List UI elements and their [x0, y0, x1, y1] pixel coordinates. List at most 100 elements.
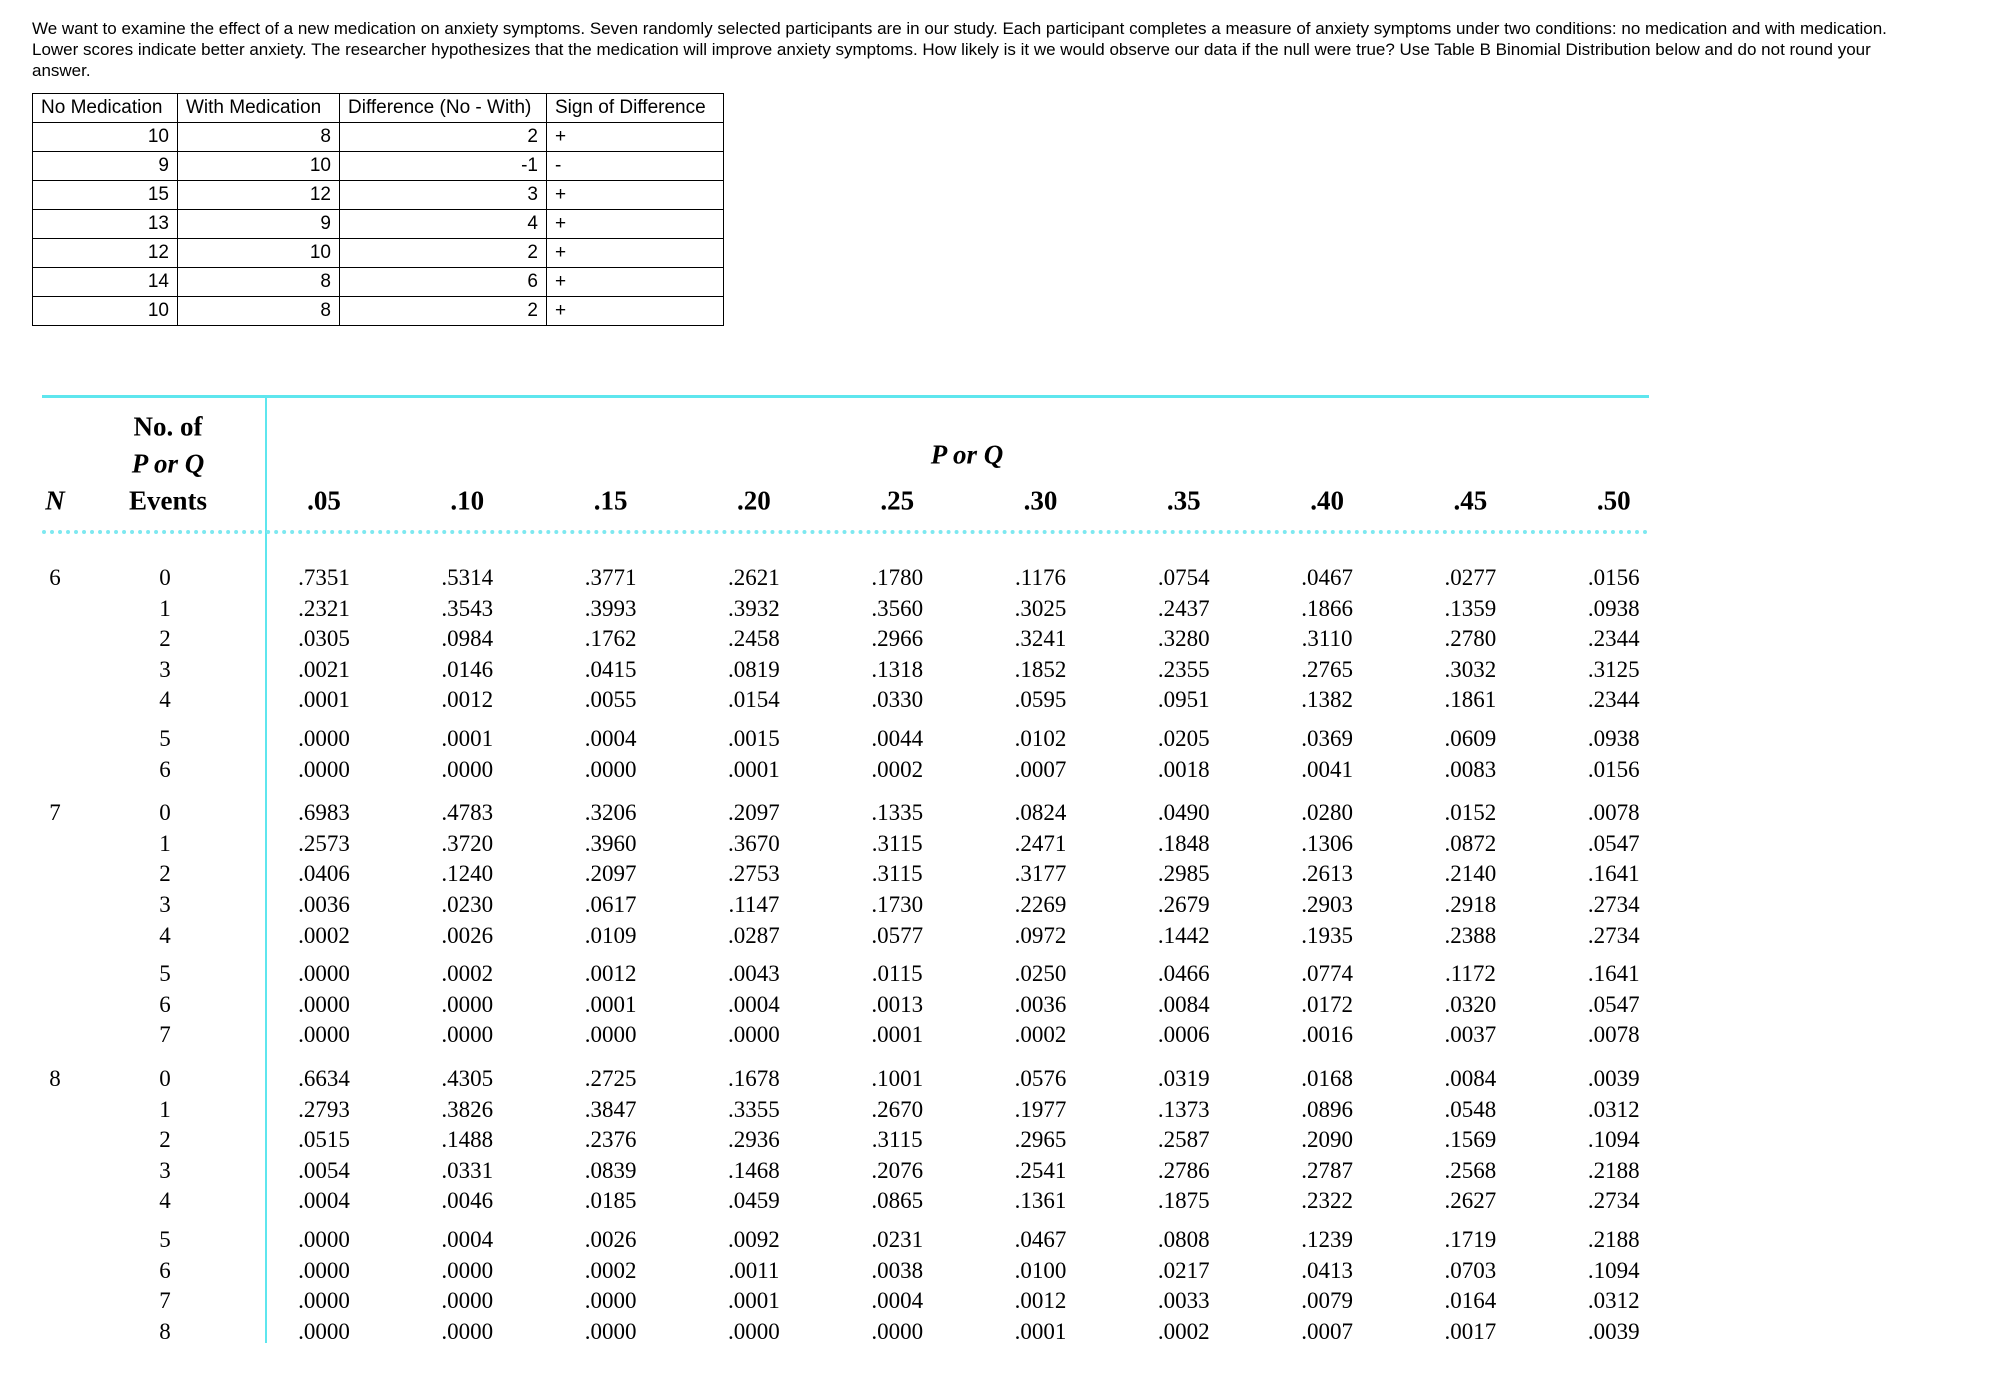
probability: .0000	[298, 961, 350, 987]
probability: .3032	[1444, 656, 1497, 682]
table-body: 10 8 2 +9 10 -1-15 12 3 +13 9 4 +12 10 2 +14 8 6 +10 8 2 +	[32, 122, 724, 326]
probability: .0938	[1587, 595, 1640, 621]
probability: .0001	[441, 726, 494, 751]
probability: .0415	[584, 656, 637, 682]
probability: .3993	[584, 595, 637, 621]
probability: .2355	[1157, 656, 1210, 682]
probability: .0036	[298, 892, 350, 917]
probability: .0012	[584, 961, 637, 987]
probability: .0459	[728, 1188, 780, 1214]
table-cell: 2	[339, 296, 547, 326]
probability: .0548	[1444, 1096, 1497, 1122]
probability: .0330	[871, 687, 924, 713]
probability: .0547	[1587, 830, 1640, 856]
event-count: 7	[159, 1022, 171, 1048]
probability: .0007	[1301, 1318, 1353, 1344]
probability: .1361	[1014, 1188, 1067, 1214]
probability: .1866	[1301, 595, 1353, 621]
probability: .0000	[441, 1257, 494, 1283]
probability: .2679	[1157, 892, 1210, 917]
header-cell: Sign of Difference	[546, 93, 724, 123]
probability: .1468	[728, 1157, 780, 1183]
probability: .1762	[584, 626, 637, 652]
probability: .0972	[1014, 922, 1067, 948]
probability: .3932	[728, 595, 780, 621]
probability: .3115	[871, 861, 923, 887]
probability: .1335	[871, 800, 924, 826]
probability: .1730	[871, 892, 924, 917]
probability: .0896	[1301, 1096, 1353, 1122]
data-table: No Medication With Medication Difference (…	[32, 93, 724, 326]
probability: .0703	[1444, 1257, 1497, 1283]
probability: .1318	[871, 656, 924, 682]
probability: .0115	[871, 961, 923, 987]
probability: .0000	[298, 1227, 350, 1252]
probability: .1442	[1157, 922, 1210, 948]
probability: .2322	[1301, 1188, 1353, 1214]
probability: .0172	[1301, 991, 1353, 1017]
probability: .2344	[1587, 687, 1640, 713]
probability: .3177	[1014, 861, 1067, 887]
event-count: 7	[159, 1288, 171, 1314]
probability: .1848	[1157, 830, 1210, 856]
probability: .0305	[298, 626, 350, 652]
table-row: 15 12 3 +	[32, 180, 724, 210]
probability: .3826	[441, 1096, 494, 1122]
probability: .0002	[441, 961, 494, 987]
n-value: 8	[49, 1066, 61, 1091]
event-count: 0	[159, 565, 171, 590]
event-count: 3	[159, 656, 171, 682]
probability: .0001	[1014, 1318, 1067, 1344]
probability: .0092	[728, 1227, 780, 1252]
probability: .0938	[1587, 726, 1640, 751]
probability: .0084	[1444, 1066, 1497, 1091]
probability: .3960	[584, 830, 637, 856]
probability: .0037	[1444, 1022, 1497, 1048]
table-cell: 2	[339, 122, 547, 152]
probability: .2966	[871, 626, 924, 652]
p-column-header: .05	[307, 485, 341, 516]
probability: .0609	[1444, 726, 1497, 751]
probability: .1719	[1444, 1227, 1497, 1252]
probability: .0000	[298, 1318, 350, 1344]
p-column-header: .45	[1453, 485, 1488, 516]
table-cell: 10	[32, 122, 178, 152]
probability: .3355	[728, 1096, 780, 1122]
probability: .3025	[1014, 595, 1067, 621]
table-cell: 13	[32, 209, 178, 239]
table-cell: 10	[177, 151, 340, 181]
probability: .2587	[1157, 1127, 1210, 1153]
probability: .2985	[1157, 861, 1210, 887]
column-rule	[265, 396, 267, 1343]
probability: .0413	[1301, 1257, 1353, 1283]
probability: .0617	[584, 892, 637, 917]
probability: .0000	[871, 1318, 924, 1344]
probability: .0319	[1157, 1066, 1210, 1091]
probability: .0231	[871, 1227, 924, 1252]
probability: .0000	[441, 1318, 494, 1344]
event-count: 2	[159, 626, 171, 652]
event-count: 4	[159, 922, 171, 948]
probability: .0026	[584, 1227, 637, 1252]
probability: .0039	[1587, 1318, 1640, 1344]
event-count: 3	[159, 892, 171, 917]
probability: .0004	[441, 1227, 494, 1252]
probability: .0168	[1301, 1066, 1353, 1091]
question-text: We want to examine the effect of a new m…	[32, 19, 1887, 80]
probability: .2787	[1301, 1157, 1353, 1183]
probability: .0012	[1014, 1288, 1067, 1314]
probability: .0146	[441, 656, 494, 682]
probability: .2437	[1157, 595, 1210, 621]
top-rule	[42, 395, 1649, 398]
probability: .0369	[1301, 726, 1353, 751]
probability: .4783	[441, 800, 494, 826]
event-count: 1	[159, 830, 171, 856]
probability: .3720	[441, 830, 494, 856]
probability: .2471	[1014, 830, 1067, 856]
p-column-header: .35	[1166, 485, 1201, 516]
probability: .0078	[1587, 800, 1640, 826]
probability: .0250	[1014, 961, 1067, 987]
probability: .0000	[584, 756, 637, 782]
probability: .2269	[1014, 892, 1067, 917]
probability: .3560	[871, 595, 924, 621]
